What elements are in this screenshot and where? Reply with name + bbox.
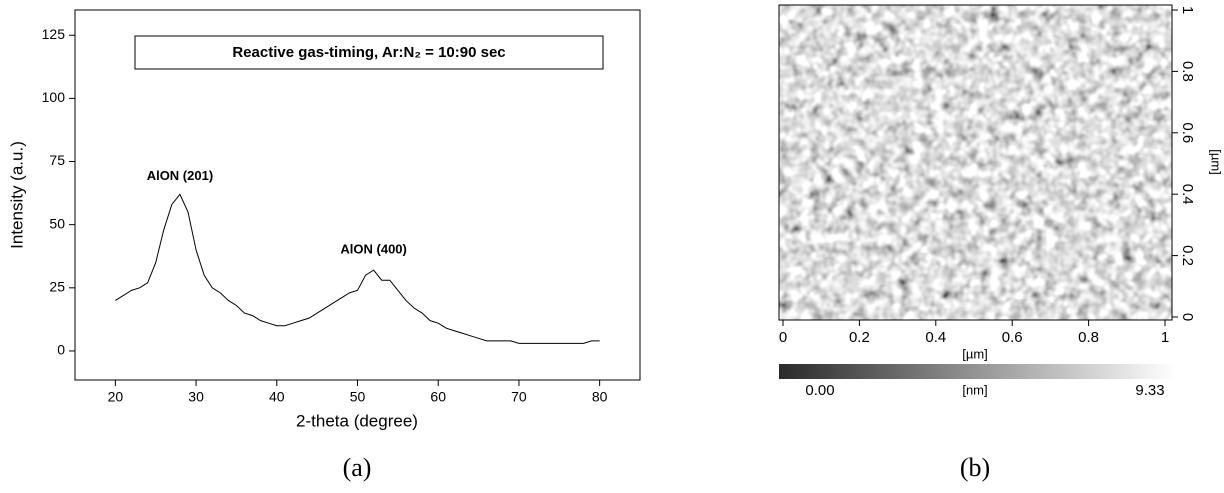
- y-tick-label: 0.4: [1179, 184, 1196, 205]
- chart-title: Reactive gas-timing, Ar:N₂ = 10:90 sec: [232, 44, 505, 61]
- x-tick-label: 70: [511, 389, 527, 405]
- colorbar-label: [nm]: [962, 382, 987, 397]
- x-tick-label: 0.8: [1078, 329, 1099, 346]
- y-tick-label: 0.8: [1179, 61, 1196, 82]
- legend-box: [134, 35, 604, 70]
- y-tick-label: 1: [1179, 6, 1196, 14]
- x-tick-label: 20: [108, 389, 124, 405]
- x-axis-label: [µm]: [962, 346, 988, 361]
- colorbar: [779, 364, 1175, 379]
- x-tick-label: 80: [592, 389, 608, 405]
- y-tick-label: 0.2: [1179, 245, 1196, 266]
- annotation: AlON (400): [340, 241, 406, 256]
- y-tick-label: 125: [42, 26, 66, 42]
- x-tick-label: 50: [350, 389, 366, 405]
- y-tick-label: 0: [57, 342, 65, 358]
- y-tick-label: 0: [1179, 313, 1196, 321]
- caption: (a): [343, 453, 372, 482]
- afm-image: [779, 5, 1172, 320]
- annotation: AlON (201): [147, 168, 213, 183]
- y-axis-label: Intensity (a.u.): [7, 141, 26, 249]
- x-tick-label: 0.2: [849, 329, 870, 346]
- colorbar-tick-label: 0.00: [805, 382, 834, 399]
- y-tick-label: 25: [49, 279, 65, 295]
- data-line: [115, 193, 600, 344]
- y-tick-label: 0.6: [1179, 122, 1196, 143]
- x-tick-label: 60: [430, 389, 446, 405]
- x-tick-label: 30: [188, 389, 204, 405]
- y-tick-label: 100: [42, 89, 66, 105]
- y-tick-label: 50: [49, 215, 65, 231]
- colorbar-tick-label: 9.33: [1135, 382, 1164, 399]
- caption: (b): [960, 453, 990, 482]
- x-tick-label: 0.4: [925, 329, 946, 346]
- y-axis-label: [µm]: [1209, 149, 1224, 175]
- y-tick-label: 75: [49, 152, 65, 168]
- x-tick-label: 40: [269, 389, 285, 405]
- image-frame: [778, 4, 1173, 321]
- x-tick-label: 0.6: [1002, 329, 1023, 346]
- x-tick-label: 1: [1161, 329, 1169, 346]
- x-tick-label: 0: [779, 329, 787, 346]
- x-axis-label: 2-theta (degree): [296, 411, 418, 430]
